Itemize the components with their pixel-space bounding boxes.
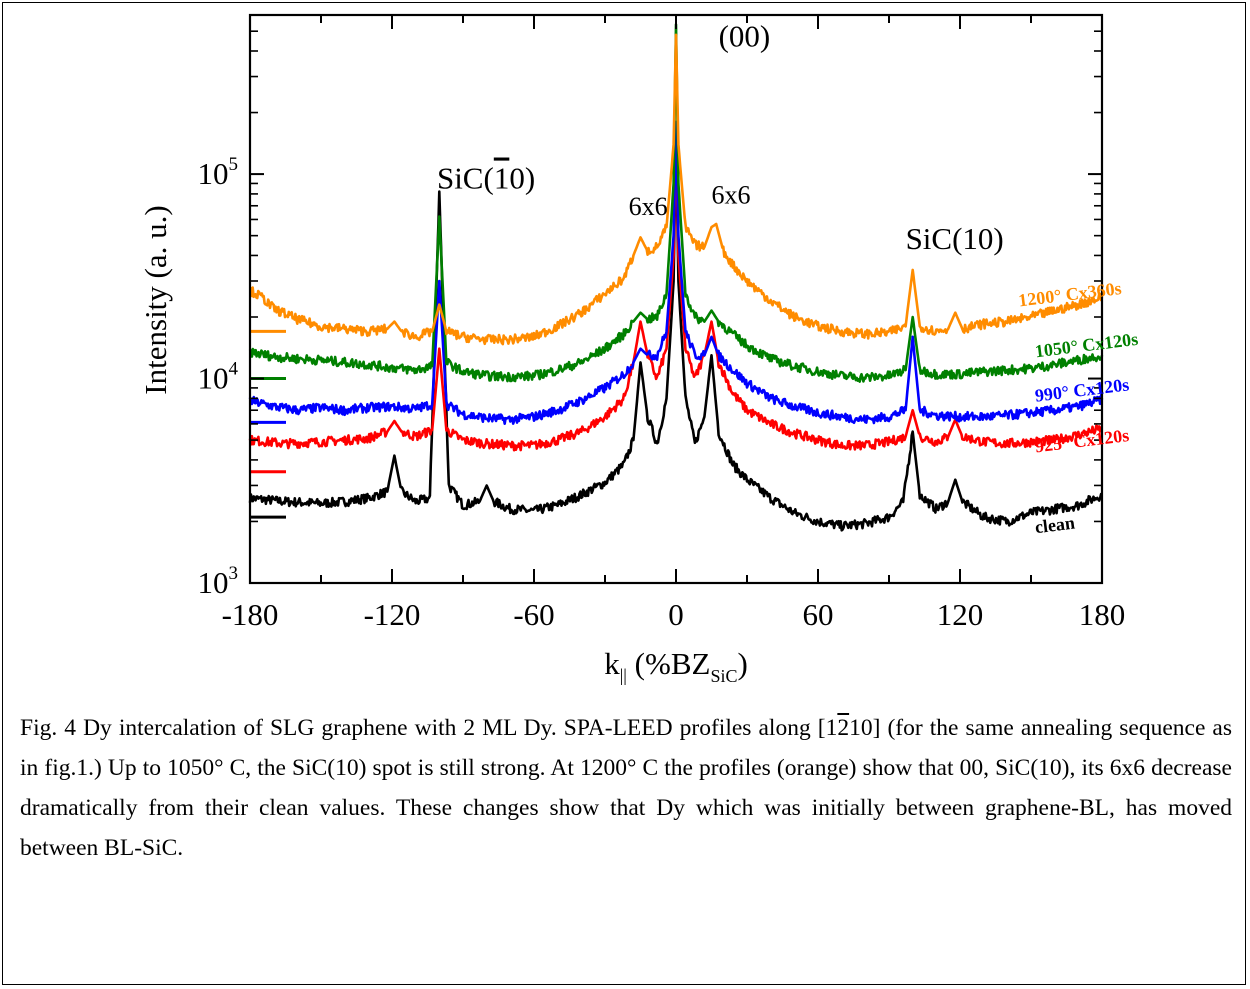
x-tick-label: 120 [937, 597, 984, 632]
x-tick-label: 0 [668, 597, 684, 632]
annotation-layer: (00) SiC(10) 6x6 6x6 SiC(10) [437, 19, 1004, 256]
series-label: 925° Cx120s [1034, 425, 1130, 456]
series-line [248, 120, 1104, 425]
peak-annotation: 6x6 [712, 180, 751, 209]
y-axis-label: Intensity (a. u.) [138, 205, 173, 394]
series-line [249, 33, 1104, 346]
x-axis-label-close: ) [737, 646, 747, 681]
x-axis-label-sub2: SiC [710, 666, 737, 686]
x-axis-label-sub1: || [620, 665, 627, 685]
y-tick-label: 103 [198, 563, 239, 600]
peak-annotation: SiC(10) [906, 221, 1004, 256]
tick-layer: -180 -120 -60 0 60 120 180 103 104 105 [198, 14, 1126, 632]
peak-annotation: (00) [719, 19, 771, 54]
x-axis-label-rest: (%BZ [627, 646, 711, 681]
y-tick-label: 105 [198, 154, 239, 191]
peak-annotation: SiC(10) [437, 161, 535, 196]
series-layer [248, 23, 1104, 532]
x-tick-label: 180 [1079, 597, 1126, 632]
peak-annotation: 6x6 [629, 192, 668, 221]
x-axis-label-main: k [604, 646, 620, 681]
x-tick-label: -60 [513, 597, 554, 632]
x-tick-label: -120 [364, 597, 421, 632]
x-tick-label: 60 [803, 597, 834, 632]
series-label: clean [1034, 513, 1076, 538]
caption-rest: 10] (for the same annealing sequence as … [20, 715, 1233, 861]
x-axis-label: k|| (%BZSiC) [604, 646, 748, 686]
y-tick-label: 104 [198, 359, 239, 396]
chart: -180 -120 -60 0 60 120 180 103 104 105 clean 925° … [138, 13, 1139, 686]
figure-caption: Fig. 4 Dy intercalation of SLG graphene … [20, 708, 1232, 868]
caption-overline-digit: 2 [837, 715, 850, 741]
caption-line1-pre: Fig. 4 Dy intercalation of SLG graphene … [20, 715, 838, 741]
x-tick-label: -180 [222, 597, 279, 632]
